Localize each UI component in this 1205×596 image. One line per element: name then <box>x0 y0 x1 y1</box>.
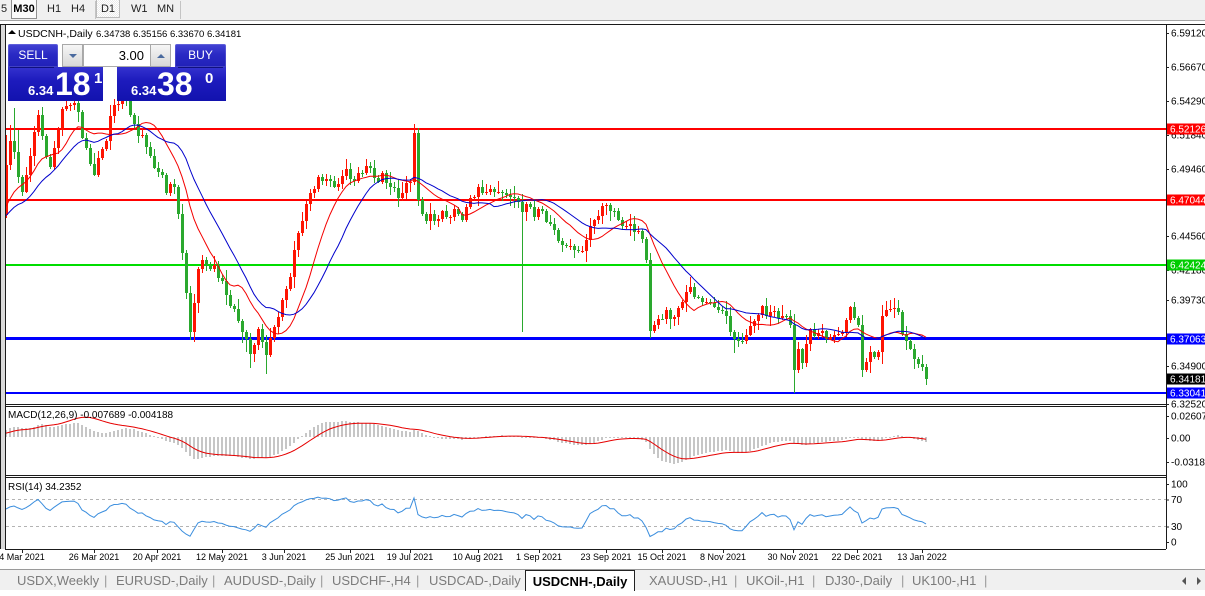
svg-text:30 Nov 2021: 30 Nov 2021 <box>767 552 818 562</box>
svg-text:6.49460: 6.49460 <box>1171 165 1205 176</box>
svg-text:6.42424: 6.42424 <box>1170 261 1205 272</box>
svg-text:0.00: 0.00 <box>1171 434 1191 445</box>
svg-text:6.52126: 6.52126 <box>1170 125 1205 136</box>
svg-text:0: 0 <box>1171 538 1177 549</box>
svg-text:25 Jun 2021: 25 Jun 2021 <box>325 552 375 562</box>
svg-text:3 Jun 2021: 3 Jun 2021 <box>262 552 307 562</box>
svg-text:100: 100 <box>1171 480 1188 491</box>
svg-text:23 Sep 2021: 23 Sep 2021 <box>580 552 631 562</box>
svg-text:6.34738 6.35156 6.33670 6.3418: 6.34738 6.35156 6.33670 6.34181 <box>96 29 241 40</box>
svg-text:6.59120: 6.59120 <box>1171 29 1205 40</box>
svg-text:6.32520: 6.32520 <box>1171 400 1205 411</box>
svg-text:15 Oct 2021: 15 Oct 2021 <box>637 552 686 562</box>
svg-text:RSI(14) 34.2352: RSI(14) 34.2352 <box>8 482 82 493</box>
svg-text:6.42180: 6.42180 <box>1171 266 1205 277</box>
svg-text:4 Mar 2021: 4 Mar 2021 <box>0 552 45 562</box>
svg-text:6.47044: 6.47044 <box>1170 196 1205 207</box>
svg-text:12 May 2021: 12 May 2021 <box>196 552 248 562</box>
svg-text:20 Apr 2021: 20 Apr 2021 <box>133 552 182 562</box>
svg-text:13 Jan 2022: 13 Jan 2022 <box>897 552 947 562</box>
svg-text:10 Aug 2021: 10 Aug 2021 <box>453 552 504 562</box>
svg-text:8 Nov 2021: 8 Nov 2021 <box>700 552 746 562</box>
svg-text:6.54290: 6.54290 <box>1171 97 1205 108</box>
svg-text:26 Mar 2021: 26 Mar 2021 <box>69 552 120 562</box>
svg-text:MACD(12,26,9) -0.007689 -0.004: MACD(12,26,9) -0.007689 -0.004188 <box>8 410 174 421</box>
svg-text:6.56670: 6.56670 <box>1171 63 1205 74</box>
svg-text:0.02607: 0.02607 <box>1171 412 1205 423</box>
svg-text:6.34181: 6.34181 <box>1170 375 1205 386</box>
svg-text:70: 70 <box>1171 495 1183 506</box>
svg-text:30: 30 <box>1171 522 1183 533</box>
svg-text:USDCNH-,Daily: USDCNH-,Daily <box>18 28 93 40</box>
svg-text:19 Jul 2021: 19 Jul 2021 <box>387 552 434 562</box>
svg-text:6.44560: 6.44560 <box>1171 232 1205 243</box>
svg-text:6.39730: 6.39730 <box>1171 296 1205 307</box>
svg-text:6.51840: 6.51840 <box>1171 131 1205 142</box>
svg-text:-0.03187: -0.03187 <box>1171 458 1205 469</box>
svg-text:6.37063: 6.37063 <box>1170 335 1205 346</box>
svg-text:6.34900: 6.34900 <box>1171 362 1205 373</box>
svg-text:6.33041: 6.33041 <box>1170 389 1205 400</box>
svg-text:22 Dec 2021: 22 Dec 2021 <box>831 552 882 562</box>
svg-text:1 Sep 2021: 1 Sep 2021 <box>516 552 562 562</box>
